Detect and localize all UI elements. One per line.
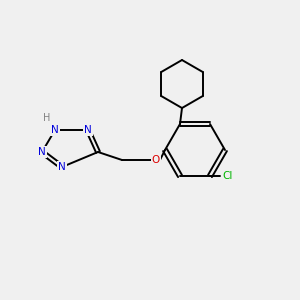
- Text: O: O: [152, 155, 160, 165]
- Text: N: N: [84, 125, 92, 135]
- Text: Cl: Cl: [223, 171, 233, 181]
- Text: N: N: [38, 147, 46, 157]
- Text: N: N: [51, 125, 59, 135]
- Text: H: H: [43, 113, 51, 123]
- Text: N: N: [58, 162, 66, 172]
